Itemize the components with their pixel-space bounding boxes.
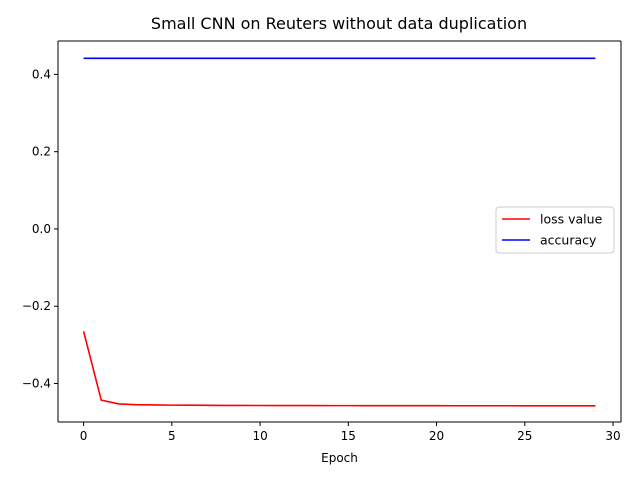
x-axis-label: Epoch	[321, 451, 358, 465]
y-axis-ticks: −0.4 −0.2 0.0 0.2 0.4	[22, 67, 58, 390]
legend-label: accuracy	[540, 233, 597, 248]
y-tick-label: 0.0	[32, 222, 51, 236]
axes	[57, 40, 622, 423]
series-line-loss-value	[82, 331, 596, 407]
x-tick-label: 0	[80, 429, 88, 443]
legend: loss value accuracy	[495, 206, 615, 254]
x-tick-label: 20	[429, 429, 444, 443]
y-tick-label: 0.4	[32, 67, 51, 81]
x-tick-label: 25	[517, 429, 532, 443]
x-tick-label: 15	[341, 429, 356, 443]
legend-label: loss value	[540, 212, 603, 227]
plot-series	[82, 57, 596, 407]
x-tick-label: 30	[605, 429, 620, 443]
x-tick-label: 10	[252, 429, 267, 443]
y-tick-label: −0.4	[22, 376, 51, 390]
y-tick-label: 0.2	[32, 145, 51, 159]
chart-title: Small CNN on Reuters without data duplic…	[151, 14, 527, 33]
x-axis-ticks: 0 5 10 15 20 25 30	[80, 422, 621, 443]
y-tick-label: −0.2	[22, 299, 51, 313]
x-tick-label: 5	[168, 429, 176, 443]
